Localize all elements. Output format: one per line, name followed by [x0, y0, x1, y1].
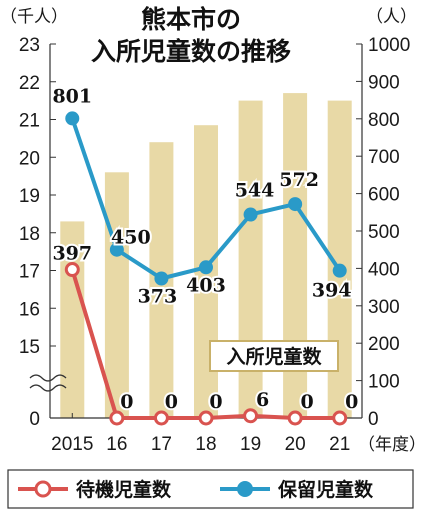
- point-waiting-21: [332, 410, 348, 426]
- axes-layer: 0151617181920212223010020030040050060070…: [19, 35, 410, 455]
- right-tick-label: 600: [368, 185, 400, 206]
- legend-label: 待機児童数: [76, 478, 172, 501]
- point-pending-18: [199, 260, 213, 275]
- left-tick-label: 21: [19, 111, 40, 132]
- legend-marker-open-circle: [34, 480, 52, 498]
- data-label-waiting-2015: 397: [52, 243, 92, 265]
- right-tick-label: 1000: [368, 35, 410, 56]
- data-label-waiting-19: 6: [256, 389, 269, 411]
- x-tick-label: 21: [329, 434, 350, 455]
- data-label-pending-16: 450: [111, 227, 151, 249]
- right-tick-label: 0: [368, 409, 379, 430]
- axis-break-mark: [29, 374, 67, 382]
- left-tick-label: 23: [19, 35, 40, 56]
- data-labels-layer: 397 0 0 0 6 0 0 801 450 373 403 544 572 394: [50, 83, 360, 415]
- data-label-waiting-16: 0: [120, 391, 133, 413]
- data-label-pending-20: 572: [279, 169, 319, 191]
- data-label-pending-19: 544: [235, 180, 275, 202]
- data-label-waiting-21: 0: [345, 391, 358, 413]
- data-label-waiting-17: 0: [165, 391, 178, 413]
- data-label-pending-2015: 801: [52, 85, 92, 107]
- x-tick-label: 19: [240, 434, 261, 455]
- right-tick-label: 400: [368, 259, 400, 280]
- legend-frame: [7, 469, 414, 509]
- right-tick-label: 100: [368, 372, 400, 393]
- left-tick-label: 18: [19, 224, 40, 245]
- point-pending-16: [109, 242, 124, 257]
- legend-layer: 待機児童数 保留児童数: [7, 469, 414, 509]
- lines-layer: [64, 111, 348, 426]
- chart-title-line-1: 熊本市の: [141, 5, 241, 34]
- bar-label-text: 入所児童数: [226, 345, 322, 368]
- right-axis-unit: （人）: [366, 7, 417, 27]
- chart-title-line-2: 入所児童数の推移: [91, 37, 291, 66]
- right-tick-label: 900: [368, 72, 400, 93]
- data-label-pending-21: 394: [312, 280, 352, 302]
- point-pending-2015: [65, 111, 80, 126]
- point-waiting-20: [287, 410, 303, 426]
- point-pending-19: [243, 207, 258, 222]
- left-tick-label: 16: [19, 299, 40, 320]
- right-tick-label: 700: [368, 147, 400, 168]
- data-label-waiting-18: 0: [209, 391, 222, 413]
- x-axis-unit: （年度）: [358, 435, 426, 455]
- point-pending-20: [288, 197, 303, 212]
- left-tick-label: 22: [19, 73, 40, 94]
- left-tick-label: 20: [19, 148, 40, 169]
- right-tick-label: 800: [368, 110, 400, 131]
- point-waiting-16: [109, 410, 125, 426]
- point-waiting-19: [243, 408, 259, 424]
- point-waiting-18: [198, 410, 214, 426]
- x-tick-label: 18: [195, 434, 216, 455]
- data-label-pending-17: 373: [138, 285, 178, 307]
- data-label-waiting-20: 0: [301, 391, 314, 413]
- right-tick-label: 300: [368, 297, 400, 318]
- left-axis-unit: （千人）: [0, 7, 68, 27]
- legend-marker-filled-circle: [237, 481, 253, 497]
- point-waiting-2015: [64, 262, 80, 278]
- x-tick-label: 20: [285, 434, 306, 455]
- left-tick-label: 0: [29, 409, 40, 430]
- legend-label: 保留児童数: [277, 478, 374, 501]
- left-tick-label: 17: [19, 262, 40, 283]
- axis-break-mark: [29, 384, 67, 392]
- right-tick-label: 200: [368, 334, 400, 355]
- data-label-pending-18: 403: [186, 274, 226, 296]
- right-tick-label: 500: [368, 222, 400, 243]
- point-pending-17: [154, 271, 169, 286]
- left-tick-label: 19: [19, 186, 40, 207]
- x-tick-label: 2015: [51, 434, 93, 455]
- point-pending-21: [332, 263, 347, 278]
- left-tick-label: 15: [19, 337, 40, 358]
- bar-label-box: [209, 340, 339, 372]
- x-tick-label: 17: [151, 434, 172, 455]
- x-tick-label: 16: [106, 434, 127, 455]
- point-waiting-17: [153, 410, 169, 426]
- bar-2015: [60, 221, 85, 418]
- bar-16: [104, 172, 129, 418]
